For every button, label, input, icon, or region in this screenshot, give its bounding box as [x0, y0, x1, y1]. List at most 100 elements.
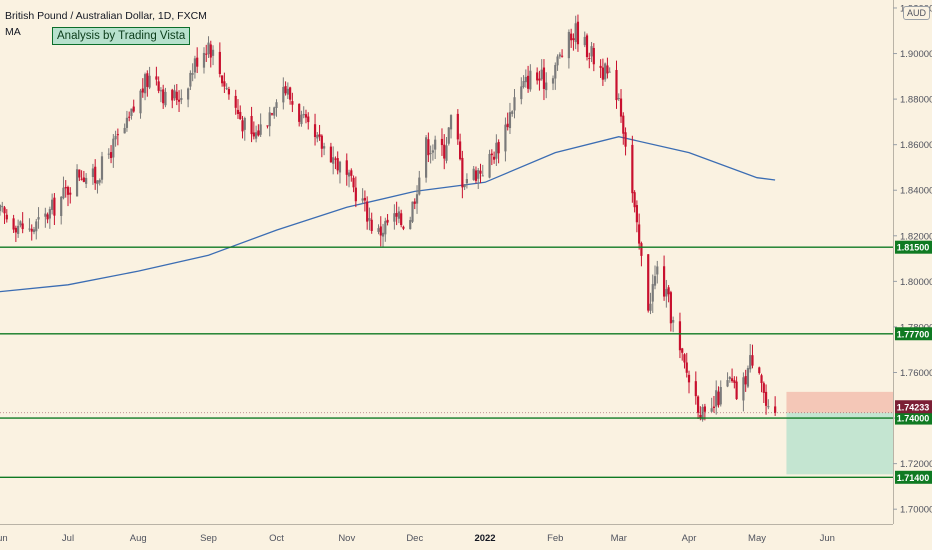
candle-down	[352, 177, 355, 188]
candle-up	[513, 97, 516, 111]
candle-up	[384, 221, 387, 235]
candle-down	[30, 228, 33, 232]
candle-up	[193, 58, 197, 73]
indicator-label[interactable]: MA	[5, 26, 21, 38]
x-tick-label: Sep	[200, 533, 217, 544]
candle-down	[46, 214, 49, 220]
candle-up	[719, 386, 722, 405]
candle-down	[461, 157, 464, 188]
candle-up	[445, 145, 448, 161]
candle-down	[395, 213, 398, 217]
candle-up	[51, 199, 54, 210]
candle-down	[132, 106, 135, 112]
candle-down	[320, 135, 323, 149]
candle-down	[363, 197, 367, 201]
candle-up	[520, 86, 523, 100]
candle-down	[619, 98, 623, 117]
candle-down	[298, 103, 301, 122]
candle-up	[191, 73, 194, 75]
candle-down	[291, 101, 294, 105]
candle-up	[524, 76, 527, 83]
x-tick-label: Jun	[820, 533, 835, 544]
position-zone	[786, 391, 893, 475]
candle-down	[744, 376, 747, 385]
x-tick-label: Jun	[0, 533, 8, 544]
candle-down	[615, 69, 618, 101]
candle-up	[608, 71, 611, 73]
candle-down	[155, 76, 158, 80]
candle-down	[78, 169, 81, 178]
candle-up	[746, 368, 750, 387]
moving-average	[0, 136, 776, 293]
candle-up	[726, 380, 729, 387]
candle-down	[171, 89, 174, 101]
candle-down	[678, 321, 682, 351]
candle-up	[463, 184, 466, 188]
candle-down	[366, 201, 369, 222]
candle-down	[712, 406, 716, 409]
candle-up	[728, 377, 731, 380]
candle-up	[85, 177, 88, 184]
candle-down	[141, 88, 144, 93]
candle-up	[316, 134, 319, 139]
candle-up	[651, 284, 654, 302]
candle-down	[177, 99, 181, 102]
candle-up	[649, 303, 652, 311]
x-tick-label: Mar	[611, 533, 627, 544]
candle-up	[114, 135, 117, 140]
candle-down	[456, 113, 459, 140]
candle-down	[733, 380, 736, 383]
candle-down	[638, 224, 641, 244]
candle-down	[601, 67, 604, 80]
support-resistance-levels	[0, 246, 893, 478]
candle-down	[239, 111, 242, 120]
candle-up	[143, 74, 147, 94]
currency-badge[interactable]: AUD	[903, 6, 931, 20]
candle-up	[125, 117, 129, 128]
y-tick-label: 1.80000	[900, 277, 932, 288]
candle-down	[128, 116, 131, 118]
candle-down	[236, 109, 240, 114]
candle-up	[393, 213, 396, 222]
candle-up	[62, 187, 65, 199]
candle-down	[350, 170, 353, 176]
candle-up	[130, 108, 133, 117]
candle-up	[323, 146, 326, 149]
y-tick-label: 1.90000	[900, 49, 932, 60]
candle-up	[148, 75, 151, 88]
candle-down	[427, 139, 430, 156]
x-tick-label: Aug	[130, 533, 147, 544]
candle-down	[227, 89, 231, 95]
symbol-title[interactable]: British Pound / Australian Dollar, 1D, F…	[5, 10, 207, 22]
candle-down	[606, 65, 609, 74]
candle-up	[481, 175, 484, 177]
candle-down	[53, 197, 56, 216]
candle-down	[635, 205, 638, 223]
candle-down	[250, 115, 253, 135]
candle-up	[656, 266, 659, 275]
candle-down	[413, 201, 416, 204]
candle-down	[458, 141, 462, 160]
candle-down	[146, 73, 149, 87]
candle-up	[202, 52, 206, 68]
candle-up	[504, 124, 507, 152]
level-price-tag-label: 1.77700	[897, 329, 930, 339]
candle-down	[379, 226, 382, 236]
candle-up	[540, 69, 543, 80]
y-tick-label: 1.84000	[900, 186, 932, 197]
candle-down	[289, 87, 292, 100]
candle-down	[402, 226, 405, 229]
candle-up	[361, 198, 364, 201]
candle-up	[653, 276, 657, 286]
time-axis[interactable]: Jun Jul Aug Sep Oct Nov Dec 2022 Feb Mar Apr May Jun	[0, 533, 835, 544]
candle-down	[82, 177, 85, 182]
candle-up	[508, 112, 512, 129]
candle-up	[545, 82, 548, 91]
candle-up	[173, 90, 176, 99]
candle-up	[273, 107, 276, 116]
candle-down	[667, 287, 670, 295]
level-price-tag-bg	[895, 411, 932, 425]
candle-down	[12, 218, 15, 230]
